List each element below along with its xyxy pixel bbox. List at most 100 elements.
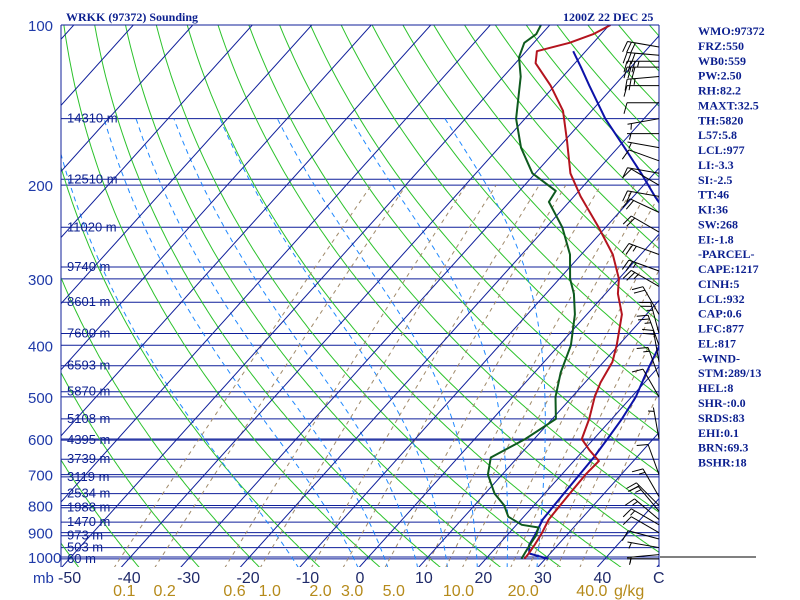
sounding-index-label: LFC:877 bbox=[698, 322, 744, 336]
height-tick-label: 12510 m bbox=[67, 171, 118, 186]
barb-flag bbox=[624, 79, 628, 91]
barb-flag bbox=[622, 198, 631, 208]
pressure-unit: mb bbox=[33, 570, 54, 587]
isotherm-line bbox=[180, 35, 659, 567]
background-grid bbox=[0, 13, 659, 568]
wind-barb bbox=[624, 76, 660, 91]
isotherm-line bbox=[0, 13, 25, 568]
height-tick-label: 14310 m bbox=[67, 111, 118, 126]
barb-staff bbox=[628, 149, 660, 162]
sounding-index-label: SW:268 bbox=[698, 217, 738, 231]
wind-barb bbox=[623, 60, 660, 73]
isotherm-line bbox=[120, 25, 610, 567]
wind-barb bbox=[622, 198, 660, 213]
sounding-index-label: LI:-3.3 bbox=[698, 158, 734, 172]
moist-adiabat bbox=[444, 118, 546, 567]
moist-adiabat bbox=[350, 118, 509, 567]
barb-half-flag bbox=[632, 246, 637, 252]
barb-half-flag bbox=[644, 322, 651, 324]
sounding-index-label: BRN:69.3 bbox=[698, 441, 748, 455]
wind-barb bbox=[622, 190, 660, 203]
barb-staff bbox=[647, 444, 660, 475]
isotherm-line bbox=[477, 365, 659, 567]
barb-flag bbox=[625, 244, 634, 255]
wind-barb bbox=[623, 66, 660, 79]
barb-staff bbox=[627, 118, 660, 125]
barb-flag bbox=[631, 368, 644, 373]
barb-half-flag bbox=[643, 350, 650, 353]
wind-barb bbox=[621, 149, 660, 162]
barb-staff bbox=[652, 330, 660, 363]
mixing-ratio-line bbox=[384, 184, 602, 567]
sounding-index-label: FRZ:550 bbox=[698, 39, 744, 53]
wind-barb bbox=[636, 444, 660, 475]
barb-flag bbox=[623, 85, 628, 97]
barb-flag bbox=[628, 78, 632, 91]
pressure-tick-label: 500 bbox=[28, 390, 53, 407]
barb-flag bbox=[621, 259, 630, 270]
dry-adiabat bbox=[248, 25, 659, 513]
barb-flag bbox=[623, 61, 628, 73]
isotherm-line bbox=[61, 25, 372, 371]
wind-barb bbox=[622, 516, 660, 534]
barb-staff bbox=[629, 198, 660, 213]
moist-adiabat bbox=[276, 118, 478, 567]
barb-staff bbox=[642, 368, 660, 398]
barb-half-flag bbox=[633, 78, 636, 85]
barb-flag bbox=[622, 52, 628, 64]
chart-title: WRKK (97372) Sounding bbox=[66, 10, 198, 24]
wind-barb bbox=[642, 328, 660, 363]
pressure-tick-label: 100 bbox=[28, 18, 53, 35]
barb-flag bbox=[642, 332, 655, 335]
wind-barb bbox=[626, 558, 660, 565]
pressure-tick-label: 300 bbox=[28, 272, 53, 289]
temperature-tick-label: -50 bbox=[58, 570, 81, 587]
temperature-tick-label: 0 bbox=[356, 570, 365, 587]
dry-adiabat bbox=[556, 25, 659, 143]
height-tick-label: 6593 m bbox=[67, 358, 110, 373]
mixing-ratio-line bbox=[260, 184, 497, 567]
height-tick-label: 9740 m bbox=[67, 259, 110, 274]
wind-barb bbox=[647, 407, 660, 440]
mixing-ratio-line bbox=[488, 235, 659, 567]
wind-barb bbox=[627, 118, 660, 130]
barb-staff bbox=[627, 190, 660, 197]
sounding-index-label: RH:82.2 bbox=[698, 84, 741, 98]
barb-flag bbox=[621, 530, 629, 541]
barb-staff bbox=[627, 554, 660, 558]
barb-staff bbox=[631, 168, 660, 186]
barb-flag bbox=[627, 61, 632, 73]
sounding-index-label: L57:5.8 bbox=[698, 128, 737, 142]
barb-half-flag bbox=[630, 510, 636, 516]
temperature-tick-label: -10 bbox=[296, 570, 319, 587]
sounding-index-label: CAPE:1217 bbox=[698, 262, 759, 276]
barb-flag bbox=[622, 167, 628, 179]
height-tick-label: 5870 m bbox=[67, 384, 110, 399]
barb-half-flag bbox=[628, 542, 632, 549]
sounding-index-label: TT:46 bbox=[698, 188, 729, 202]
barb-flag bbox=[630, 53, 636, 65]
wind-barb bbox=[627, 541, 660, 549]
barb-half-flag bbox=[632, 262, 637, 269]
isotherm-line bbox=[61, 25, 253, 239]
mixing-ratio-tick-label: 0.2 bbox=[154, 583, 176, 600]
temperature-tick-label: 30 bbox=[534, 570, 552, 587]
wind-barb bbox=[624, 498, 660, 520]
isotherm-line bbox=[358, 233, 659, 567]
dry-adiabat bbox=[61, 459, 140, 567]
dry-adiabat bbox=[340, 25, 659, 397]
barb-flag bbox=[627, 66, 632, 79]
wind-barb bbox=[621, 259, 660, 272]
sounding-index-label: CINH:5 bbox=[698, 277, 739, 291]
sounding-index-label: TH:5820 bbox=[698, 113, 743, 127]
barb-staff bbox=[631, 215, 660, 233]
barb-flag bbox=[636, 347, 649, 349]
dry-adiabat bbox=[463, 25, 659, 250]
barb-staff bbox=[627, 141, 660, 149]
barb-staff bbox=[647, 347, 660, 378]
wind-barb bbox=[631, 286, 660, 315]
barb-staff bbox=[631, 508, 660, 526]
mixing-ratio-tick-label: 10.0 bbox=[443, 583, 474, 600]
barb-flag bbox=[631, 61, 636, 73]
